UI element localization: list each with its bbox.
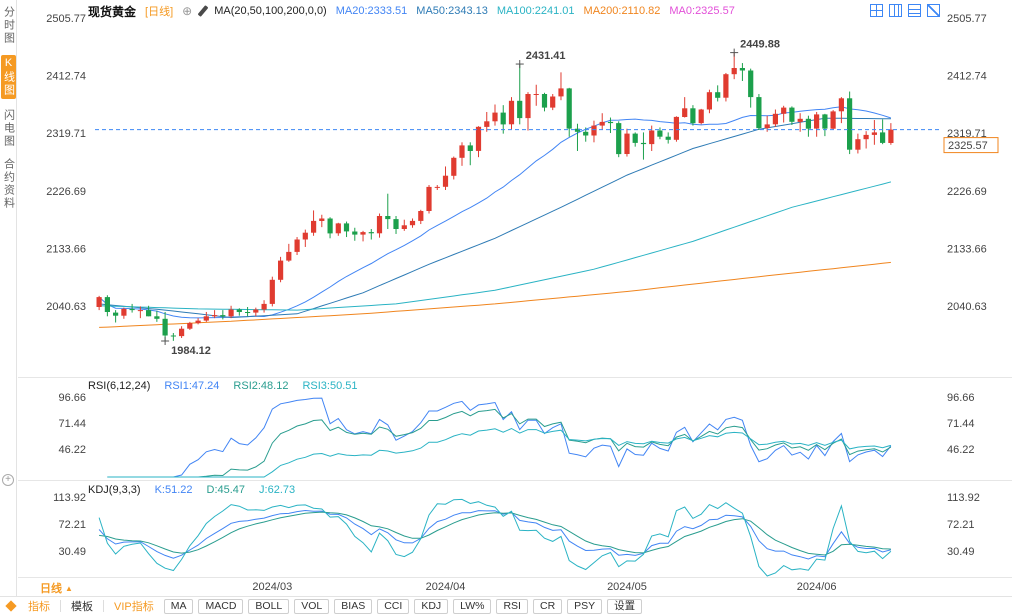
layout-grid-icon[interactable] [870,4,883,17]
svg-text:2040.63: 2040.63 [46,301,86,313]
svg-text:72.21: 72.21 [58,519,86,531]
tab-indicator[interactable]: 指标 [28,601,50,613]
kdj-header: KDJ(9,3,3) K:51.22 D:45.47 J:62.73 [88,484,295,496]
toolbar-button-rsi[interactable]: RSI [496,598,528,614]
svg-text:2133.66: 2133.66 [947,243,987,255]
chevron-up-icon: ▲ [65,583,73,593]
svg-text:2133.66: 2133.66 [46,243,86,255]
rsi-header: RSI(6,12,24) RSI1:47.24 RSI2:48.12 RSI3:… [88,380,358,392]
toolbar-button-cci[interactable]: CCI [377,598,410,614]
svg-text:2226.69: 2226.69 [46,186,86,198]
layout-columns-icon[interactable] [889,4,902,17]
ma0-value: MA0:2325.57 [669,5,735,17]
svg-text:71.44: 71.44 [947,418,975,430]
svg-text:2412.74: 2412.74 [947,71,987,83]
svg-text:2325.57: 2325.57 [948,140,988,152]
left-sidebar: 分时图 K线图 闪电图 合约资料 [0,0,17,615]
svg-text:2319.71: 2319.71 [46,128,86,140]
toolbar-button-vol[interactable]: VOL [294,598,330,614]
period-tag[interactable]: [日线] [145,6,174,18]
svg-text:46.22: 46.22 [58,444,86,456]
toolbar-button-boll[interactable]: BOLL [248,598,290,614]
toolbar-button-lw[interactable]: LW% [453,598,492,614]
magnet-icon[interactable]: ⊕ [182,4,193,18]
bottom-toolbar: 指标 模板 VIP指标 MA MACD BOLL VOL BIAS CCI KD… [0,596,1012,615]
sidebar-item-contract-info[interactable]: 合约资料 [2,158,15,210]
svg-text:2449.88: 2449.88 [740,39,780,51]
toolbar-button-cr[interactable]: CR [532,598,563,614]
svg-text:113.92: 113.92 [947,492,980,504]
tab-vip-indicator[interactable]: VIP指标 [114,601,154,613]
ma200-value: MA200:2110.82 [583,5,661,17]
add-indicator-icon[interactable]: + [2,474,14,486]
rsi-params-label[interactable]: RSI(6,12,24) [88,380,151,392]
svg-text:2024/03: 2024/03 [252,581,292,593]
kdj-d-value: D:45.47 [206,484,246,496]
ma-settings-label[interactable]: MA(20,50,100,200,0,0) [214,5,327,17]
svg-text:96.66: 96.66 [58,392,86,404]
svg-text:30.49: 30.49 [947,546,975,558]
divider [60,600,61,612]
layout-icons [870,4,940,17]
ma100-value: MA100:2241.01 [496,5,575,17]
svg-text:2505.77: 2505.77 [46,13,86,25]
svg-text:46.22: 46.22 [947,444,975,456]
svg-text:96.66: 96.66 [947,392,975,404]
sidebar-item-kline-chart[interactable]: K线图 [0,55,16,99]
toolbar-button-kdj[interactable]: KDJ [414,598,449,614]
ma20-value: MA20:2333.51 [335,5,408,17]
layout-rows-icon[interactable] [908,4,921,17]
toolbar-button-settings[interactable]: 设置 [607,598,643,614]
svg-text:2024/06: 2024/06 [797,581,837,593]
svg-text:2024/04: 2024/04 [426,581,466,593]
svg-text:72.21: 72.21 [947,519,975,531]
divider [103,600,104,612]
kdj-j-value: J:62.73 [259,484,296,496]
svg-text:2040.63: 2040.63 [947,301,987,313]
chart-header: 现货黄金 [日线] ⊕ MA(20,50,100,200,0,0) MA20:2… [88,3,735,19]
svg-text:113.92: 113.92 [53,492,86,504]
rsi1-value: RSI1:47.24 [164,380,220,392]
rsi3-value: RSI3:50.51 [302,380,358,392]
toolbar-button-psy[interactable]: PSY [567,598,603,614]
svg-text:2431.41: 2431.41 [526,50,566,62]
symbol-title: 现货黄金 [88,4,137,19]
svg-text:2226.69: 2226.69 [947,186,987,198]
sidebar-item-time-chart[interactable]: 分时图 [2,6,15,45]
svg-text:71.44: 71.44 [58,418,86,430]
svg-text:2412.74: 2412.74 [46,71,86,83]
svg-text:2024/05: 2024/05 [607,581,647,593]
rsi2-value: RSI2:48.12 [233,380,289,392]
indicator-icon [5,600,17,612]
svg-text:30.49: 30.49 [58,546,86,558]
tab-template[interactable]: 模板 [71,601,93,613]
kdj-params-label[interactable]: KDJ(9,3,3) [88,484,141,496]
period-selector[interactable]: 日线 ▲ [40,580,73,596]
kdj-k-value: K:51.22 [154,484,193,496]
toolbar-button-macd[interactable]: MACD [198,598,244,614]
ma50-value: MA50:2343.13 [416,5,488,17]
expand-icon[interactable] [927,4,940,17]
toolbar-button-bias[interactable]: BIAS [334,598,373,614]
sidebar-item-lightning-chart[interactable]: 闪电图 [2,109,15,148]
pen-icon[interactable] [197,5,209,17]
svg-text:1984.12: 1984.12 [171,345,211,357]
period-selector-label: 日线 [40,583,62,595]
svg-text:2505.77: 2505.77 [947,13,987,25]
toolbar-button-ma[interactable]: MA [163,598,194,614]
